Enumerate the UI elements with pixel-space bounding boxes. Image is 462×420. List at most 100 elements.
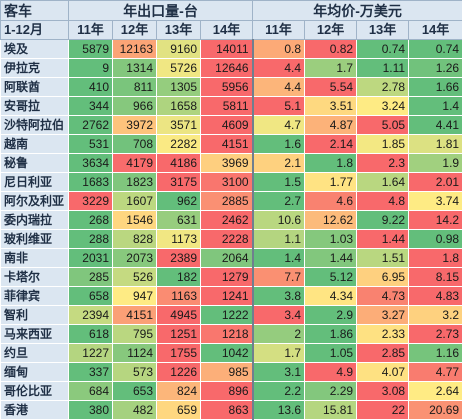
price-cell[interactable]: 5.54 xyxy=(305,78,357,97)
country-cell[interactable]: 尼日利亚 xyxy=(1,173,69,192)
volume-cell[interactable]: 2389 xyxy=(157,249,201,268)
price-cell[interactable]: 1.86 xyxy=(305,325,357,344)
price-cell[interactable]: 4.8 xyxy=(357,192,409,211)
country-cell[interactable]: 约旦 xyxy=(1,344,69,363)
volume-cell[interactable]: 14011 xyxy=(201,40,253,59)
price-cell[interactable]: 2.9 xyxy=(305,306,357,325)
volume-cell[interactable]: 380 xyxy=(69,401,113,420)
volume-cell[interactable]: 4179 xyxy=(113,154,157,173)
country-cell[interactable]: 安哥拉 xyxy=(1,97,69,116)
volume-cell[interactable]: 3100 xyxy=(201,173,253,192)
volume-cell[interactable]: 3175 xyxy=(157,173,201,192)
country-cell[interactable]: 马来西亚 xyxy=(1,325,69,344)
price-cell[interactable]: 1.4 xyxy=(409,97,462,116)
country-cell[interactable]: 越南 xyxy=(1,135,69,154)
volume-cell[interactable]: 1173 xyxy=(157,230,201,249)
volume-group-header[interactable]: 年出口量-台 xyxy=(69,1,253,21)
price-cell[interactable]: 2 xyxy=(253,325,305,344)
price-cell[interactable]: 22 xyxy=(357,401,409,420)
price-cell[interactable]: 4.73 xyxy=(357,287,409,306)
volume-cell[interactable]: 795 xyxy=(113,325,157,344)
price-cell[interactable]: 2.78 xyxy=(357,78,409,97)
price-cell[interactable]: 5.12 xyxy=(305,268,357,287)
volume-cell[interactable]: 962 xyxy=(157,192,201,211)
volume-cell[interactable]: 1227 xyxy=(69,344,113,363)
volume-cell[interactable]: 3634 xyxy=(69,154,113,173)
volume-cell[interactable]: 824 xyxy=(157,382,201,401)
volume-cell[interactable]: 288 xyxy=(69,230,113,249)
price-cell[interactable]: 2.85 xyxy=(357,344,409,363)
corner-period-cell[interactable]: 1-12月 xyxy=(1,21,69,40)
volume-cell[interactable]: 985 xyxy=(201,363,253,382)
price-cell[interactable]: 2.33 xyxy=(357,325,409,344)
country-cell[interactable]: 阿尔及利亚 xyxy=(1,192,69,211)
volume-cell[interactable]: 9160 xyxy=(157,40,201,59)
volume-cell[interactable]: 2762 xyxy=(69,116,113,135)
volume-year-header[interactable]: 13年 xyxy=(157,21,201,40)
price-cell[interactable]: 1.16 xyxy=(409,344,462,363)
volume-year-header[interactable]: 11年 xyxy=(69,21,113,40)
country-cell[interactable]: 委内瑞拉 xyxy=(1,211,69,230)
volume-cell[interactable]: 4151 xyxy=(113,306,157,325)
volume-cell[interactable]: 1218 xyxy=(201,325,253,344)
volume-cell[interactable]: 12163 xyxy=(113,40,157,59)
volume-cell[interactable]: 410 xyxy=(69,78,113,97)
volume-cell[interactable]: 811 xyxy=(113,78,157,97)
volume-cell[interactable]: 1124 xyxy=(113,344,157,363)
price-cell[interactable]: 1.7 xyxy=(305,59,357,78)
country-cell[interactable]: 智利 xyxy=(1,306,69,325)
price-cell[interactable]: 3.4 xyxy=(253,306,305,325)
volume-cell[interactable]: 1222 xyxy=(201,306,253,325)
volume-cell[interactable]: 4151 xyxy=(201,135,253,154)
volume-cell[interactable]: 653 xyxy=(113,382,157,401)
price-cell[interactable]: 4.83 xyxy=(409,287,462,306)
volume-cell[interactable]: 344 xyxy=(69,97,113,116)
price-cell[interactable]: 1.85 xyxy=(357,135,409,154)
volume-cell[interactable]: 285 xyxy=(69,268,113,287)
country-cell[interactable]: 菲律宾 xyxy=(1,287,69,306)
volume-cell[interactable]: 1607 xyxy=(113,192,157,211)
price-cell[interactable]: 1.5 xyxy=(253,173,305,192)
volume-cell[interactable]: 947 xyxy=(113,287,157,306)
volume-cell[interactable]: 684 xyxy=(69,382,113,401)
volume-cell[interactable]: 573 xyxy=(113,363,157,382)
volume-cell[interactable]: 5879 xyxy=(69,40,113,59)
volume-cell[interactable]: 631 xyxy=(157,211,201,230)
volume-cell[interactable]: 1755 xyxy=(157,344,201,363)
country-cell[interactable]: 香港 xyxy=(1,401,69,420)
price-cell[interactable]: 4.34 xyxy=(305,287,357,306)
price-cell[interactable]: 1.6 xyxy=(253,135,305,154)
price-cell[interactable]: 4.7 xyxy=(253,116,305,135)
volume-cell[interactable]: 966 xyxy=(113,97,157,116)
price-cell[interactable]: 3.51 xyxy=(305,97,357,116)
price-cell[interactable]: 3.74 xyxy=(409,192,462,211)
volume-cell[interactable]: 12646 xyxy=(201,59,253,78)
price-cell[interactable]: 1.11 xyxy=(357,59,409,78)
volume-cell[interactable]: 5956 xyxy=(201,78,253,97)
price-cell[interactable]: 4.4 xyxy=(253,59,305,78)
price-year-header[interactable]: 14年 xyxy=(409,21,462,40)
price-cell[interactable]: 1.8 xyxy=(409,249,462,268)
price-group-header[interactable]: 年均价-万美元 xyxy=(253,1,462,21)
price-cell[interactable]: 10.6 xyxy=(253,211,305,230)
volume-cell[interactable]: 1251 xyxy=(157,325,201,344)
price-cell[interactable]: 4.6 xyxy=(305,192,357,211)
volume-cell[interactable]: 1042 xyxy=(201,344,253,363)
volume-cell[interactable]: 828 xyxy=(113,230,157,249)
volume-cell[interactable]: 1305 xyxy=(157,78,201,97)
price-cell[interactable]: 1.64 xyxy=(357,173,409,192)
volume-cell[interactable]: 3969 xyxy=(201,154,253,173)
price-cell[interactable]: 13.6 xyxy=(253,401,305,420)
price-cell[interactable]: 3.24 xyxy=(357,97,409,116)
price-cell[interactable]: 1.51 xyxy=(357,249,409,268)
price-cell[interactable]: 4.77 xyxy=(409,363,462,382)
country-cell[interactable]: 秘鲁 xyxy=(1,154,69,173)
volume-cell[interactable]: 2031 xyxy=(69,249,113,268)
price-cell[interactable]: 1.26 xyxy=(409,59,462,78)
volume-cell[interactable]: 4945 xyxy=(157,306,201,325)
country-cell[interactable]: 埃及 xyxy=(1,40,69,59)
volume-cell[interactable]: 3972 xyxy=(113,116,157,135)
volume-cell[interactable]: 268 xyxy=(69,211,113,230)
price-cell[interactable]: 4.9 xyxy=(305,363,357,382)
price-cell[interactable]: 1.81 xyxy=(409,135,462,154)
